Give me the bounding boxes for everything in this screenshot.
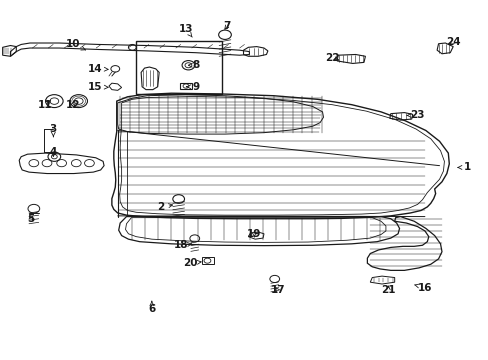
Bar (180, 83, 191, 89)
Text: 8: 8 (188, 60, 199, 70)
Bar (136, 41, 221, 94)
Text: 11: 11 (38, 100, 53, 110)
Text: 7: 7 (224, 21, 231, 31)
Text: 23: 23 (407, 111, 424, 121)
Text: 20: 20 (182, 258, 201, 268)
Text: 19: 19 (246, 229, 261, 239)
Text: 13: 13 (179, 24, 193, 37)
Text: 16: 16 (414, 283, 431, 293)
Text: 5: 5 (27, 215, 35, 224)
Text: 6: 6 (148, 301, 155, 314)
Text: 24: 24 (445, 37, 460, 47)
Bar (201, 257, 213, 264)
Text: 4: 4 (50, 147, 57, 157)
Text: 21: 21 (380, 285, 395, 296)
Text: 17: 17 (270, 285, 285, 296)
Text: 2: 2 (157, 202, 172, 212)
Text: 18: 18 (174, 240, 191, 250)
Text: 12: 12 (65, 100, 80, 110)
Text: 1: 1 (457, 162, 470, 172)
Text: 15: 15 (87, 82, 108, 92)
Text: 10: 10 (65, 40, 85, 50)
Text: 14: 14 (87, 64, 108, 74)
Text: 3: 3 (50, 124, 57, 137)
Text: 22: 22 (325, 53, 339, 63)
Text: 9: 9 (186, 82, 199, 92)
